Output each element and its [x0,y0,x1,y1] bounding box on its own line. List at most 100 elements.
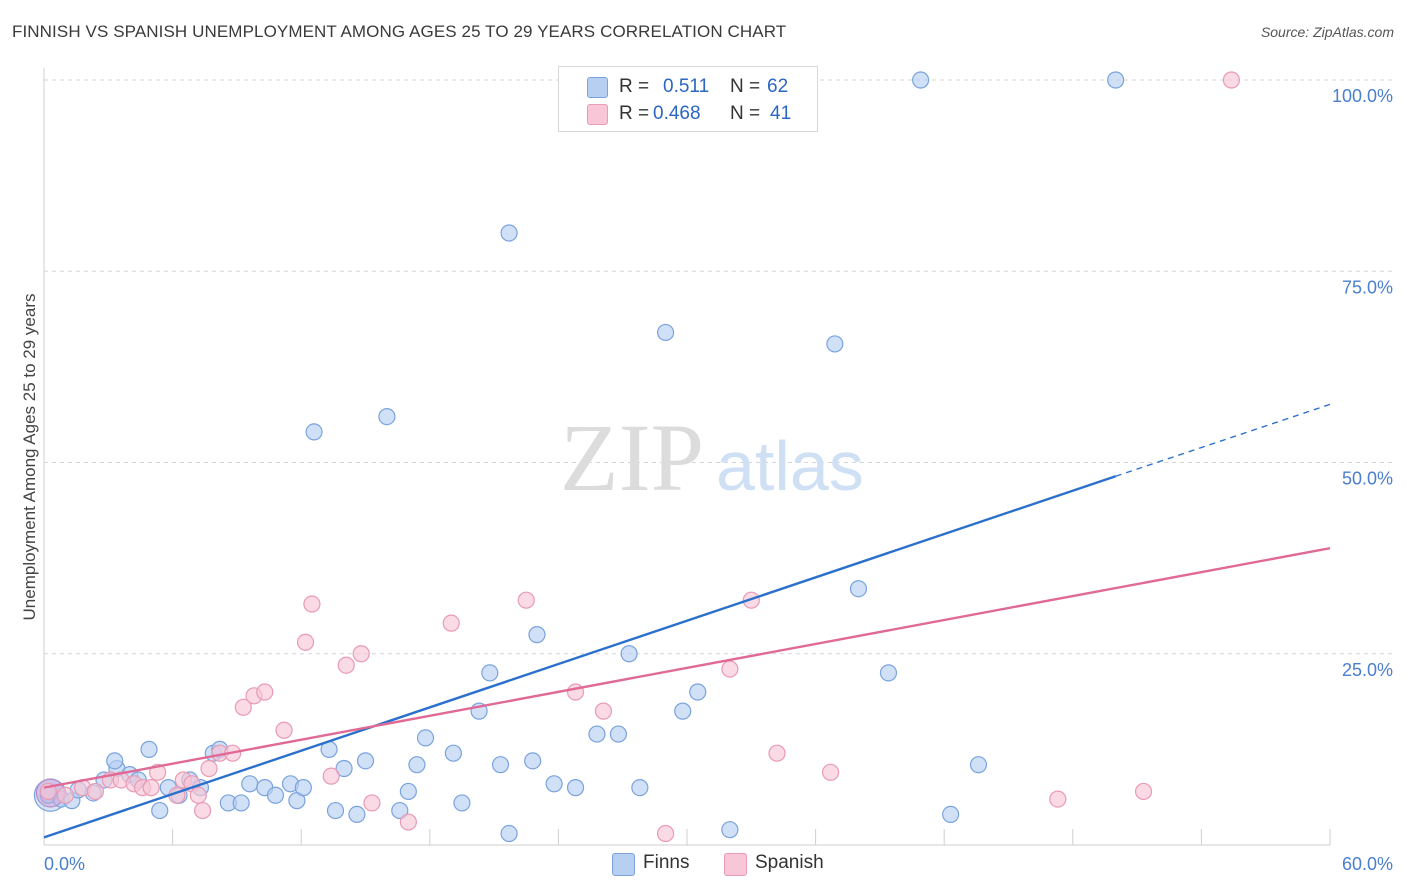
finns-point [378,408,396,426]
finns-point [326,801,345,820]
finns-point [721,821,739,839]
watermark-atlas: atlas [716,427,864,505]
finns-point [1107,71,1125,89]
finns-point [294,779,312,797]
y-tick-label: 50.0% [1342,469,1393,489]
finns-point [140,740,158,758]
spanish-point [296,633,315,651]
finns-trend-line [43,475,1117,839]
spanish-point [594,702,613,720]
finns-point [416,729,435,747]
x-tick-label: 0.0% [44,854,85,874]
finns-point [588,725,606,743]
finns-point [151,801,169,820]
finns-point [500,224,518,242]
y-axis-label: Unemployment Among Ages 25 to 29 years [20,294,39,621]
source-label: Source: ZipAtlas.com [1260,24,1394,40]
finns-point [656,323,675,342]
spanish-point [1222,71,1241,89]
spanish-point [337,656,355,674]
finns-trend-extension [1115,403,1331,477]
finns-point [942,805,960,824]
finns-point [609,725,628,743]
finns-point [524,752,542,770]
finns-point [356,752,375,770]
finns-point [674,702,692,720]
spanish-point [142,779,160,797]
y-tick-label: 100.0% [1332,86,1393,106]
finns-point [305,423,323,441]
spanish-point [822,763,840,781]
watermark-zip: ZIP [560,404,704,511]
finns-point [826,335,844,353]
legend-r-label: R = [619,76,650,97]
correlation-legend: R = 0.511 N = 62 R = 0.468 N = 41 [558,66,818,132]
finns-point [500,824,518,843]
legend-spanish-r: 0.468 [653,103,701,124]
spanish-point [86,782,105,801]
finns-point [399,782,417,801]
finns-point [348,805,366,824]
spanish-point [194,801,212,820]
finns-point [689,683,707,701]
finns-point [444,744,462,762]
spanish-point [442,614,460,632]
tick-labels: 25.0% 50.0% 75.0% 100.0% 0.0% 60.0% [44,86,1393,874]
legend-n-label: N = [730,103,761,124]
spanish-point [256,683,274,701]
finns-legend-swatch [612,853,635,876]
spanish-point [352,645,370,663]
finns-point [453,794,471,812]
spanish-point [234,698,252,716]
legend-r-label: R = [619,103,650,124]
axes [43,68,1331,846]
spanish-point [322,767,340,785]
finns-legend-label: Finns [643,852,690,873]
spanish-point [275,721,293,739]
spanish-point [303,595,321,613]
spanish-swatch [587,104,608,125]
finns-point [491,756,510,774]
finns-point [620,645,638,663]
finns-point [232,794,250,812]
finns-point [266,786,285,804]
spanish-point [1049,790,1067,808]
spanish-point [189,786,207,804]
spanish-point [1134,782,1153,801]
spanish-point [768,744,786,762]
watermark: ZIP atlas [560,404,864,511]
finns-point [408,756,426,774]
finns-point [631,779,649,797]
finns-point [545,775,563,793]
spanish-legend-swatch [724,853,747,876]
spanish-points [35,71,1241,843]
spanish-point [200,759,218,778]
legend-finns-r: 0.511 [663,76,710,97]
spanish-point [399,813,417,831]
trend-lines [43,403,1331,839]
grid-lines [44,79,1392,655]
spanish-legend-label: Spanish [755,852,824,873]
spanish-point [721,660,739,678]
finns-point [969,756,988,774]
finns-swatch [587,77,608,98]
spanish-point [56,786,75,804]
finns-point [879,664,898,682]
chart-title: FINNISH VS SPANISH UNEMPLOYMENT AMONG AG… [12,22,787,41]
spanish-point [363,794,381,812]
spanish-point [517,591,535,609]
legend-finns-n: 62 [767,76,789,97]
y-tick-label: 25.0% [1342,660,1393,680]
finns-point [241,775,259,793]
finns-point [106,752,124,770]
finns-point [481,664,499,682]
finns-point [912,71,930,89]
finns-point [391,801,409,820]
legend-n-label: N = [730,76,761,97]
spanish-trend-line [43,547,1331,789]
spanish-point [656,824,675,843]
finns-point [566,779,585,797]
y-tick-label: 75.0% [1342,277,1393,297]
legend-spanish-n: 41 [770,103,792,124]
